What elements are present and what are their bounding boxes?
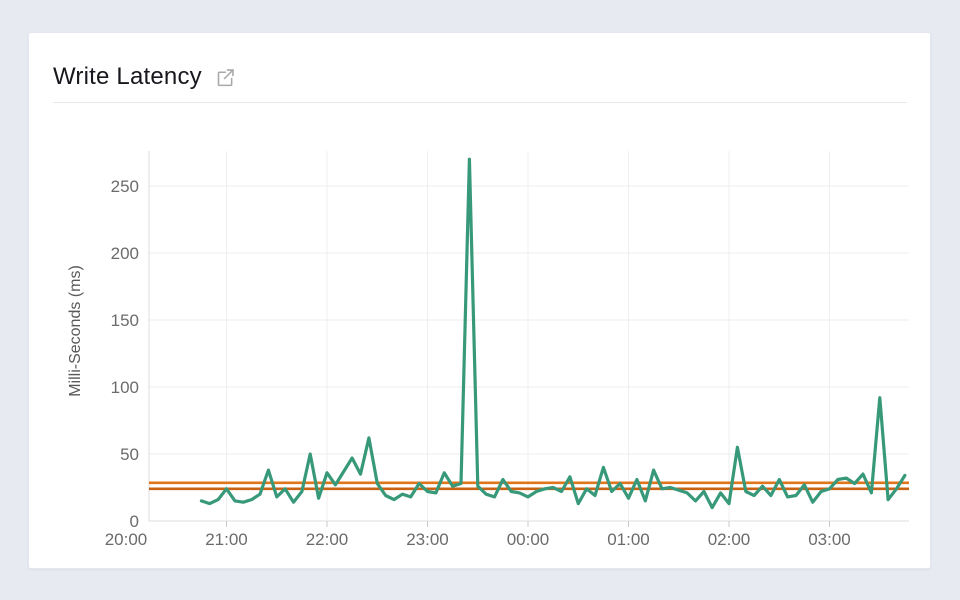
card-header: Write Latency — [53, 57, 906, 97]
chart-canvas[interactable]: 0 50 100 150 200 250 20:00 21:00 22:00 23:00 00:00… — [29, 33, 932, 570]
x-tick-label: 22:00 — [306, 530, 349, 549]
header-divider — [53, 102, 907, 103]
latency-series-line[interactable] — [199, 157, 907, 510]
x-tick-label: 00:00 — [507, 530, 550, 549]
latency-chart[interactable]: 0 50 100 150 200 250 20:00 21:00 22:00 23:00 00:00… — [29, 33, 932, 570]
y-tick-label: 250 — [111, 177, 139, 196]
x-tick-label: 01:00 — [607, 530, 650, 549]
x-tick-label: 20:00 — [105, 530, 148, 549]
y-tick-label: 0 — [130, 512, 139, 531]
y-tick-label: 100 — [111, 378, 139, 397]
chart-title: Write Latency — [53, 63, 202, 90]
x-tick-label: 23:00 — [406, 530, 449, 549]
write-latency-card: Write Latency Milli-Seconds (ms) 0 50 100 1… — [28, 32, 931, 569]
external-link-icon[interactable] — [215, 67, 236, 88]
y-tick-label: 150 — [111, 311, 139, 330]
x-tick-label: 03:00 — [808, 530, 851, 549]
x-tick-label: 02:00 — [708, 530, 751, 549]
x-tick-label: 21:00 — [205, 530, 248, 549]
y-tick-label: 50 — [120, 445, 139, 464]
y-tick-label: 200 — [111, 244, 139, 263]
